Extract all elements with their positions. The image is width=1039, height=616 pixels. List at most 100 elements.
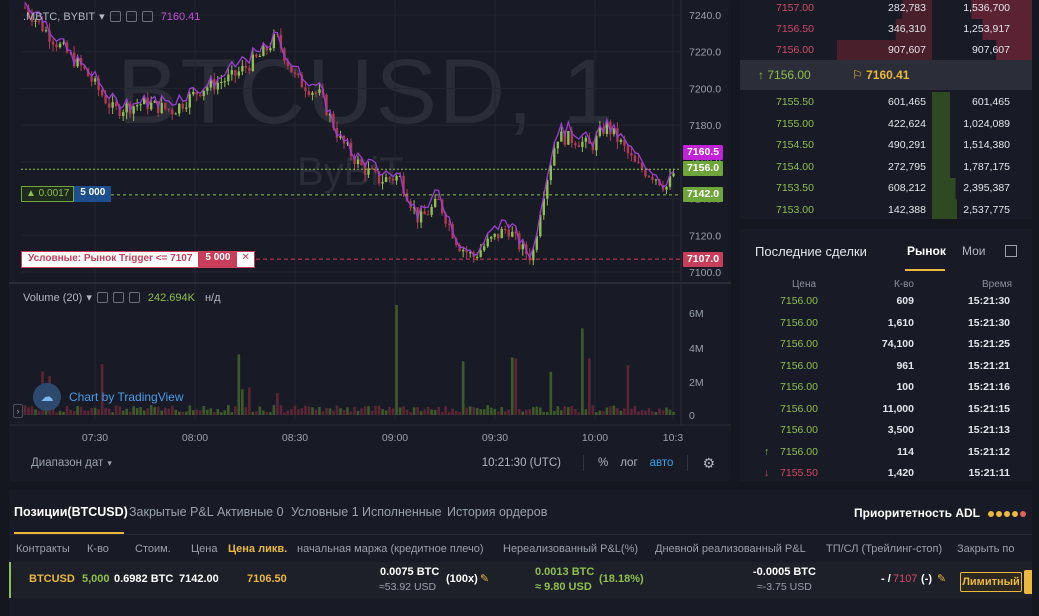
volume-bar: [409, 412, 412, 415]
close-icon[interactable]: [128, 292, 140, 303]
tab-filled-orders[interactable]: Исполненные: [362, 505, 442, 519]
trade-qty: 74,100: [881, 338, 914, 350]
eye-icon[interactable]: [109, 11, 121, 22]
volume-bar: [426, 406, 430, 415]
settings-icon[interactable]: [125, 11, 137, 22]
volume-bar: [27, 407, 30, 415]
candle-body: [454, 238, 458, 245]
eye-icon[interactable]: [96, 292, 108, 303]
trade-row: ↑ 7156.00 114 15:21:12: [740, 442, 1032, 464]
volume-bar: [482, 409, 486, 415]
candle-body: [234, 70, 237, 76]
price-axis-tick: 7200.0: [689, 83, 721, 95]
edit-icon[interactable]: ✎: [480, 573, 490, 585]
position-row[interactable]: [9, 562, 1032, 598]
volume-bar: [234, 406, 237, 415]
adl-dot: [1020, 511, 1026, 517]
candle-body: [514, 231, 517, 234]
order-book-bid-row[interactable]: 7153.50 608,212 2,395,387: [740, 178, 1032, 199]
candle-body: [332, 113, 335, 129]
settings-icon[interactable]: [112, 292, 124, 303]
divider: [687, 455, 689, 471]
price-chart[interactable]: 7240.07220.07200.07180.07160.07140.07120…: [9, 0, 731, 450]
volume-bar: [546, 412, 549, 415]
tradingview-logo-icon: ☁: [33, 383, 61, 411]
gear-icon[interactable]: ⚙: [702, 454, 715, 471]
recent-trades-panel: Последние сделки Рынок Мои Цена К-во Вре…: [740, 229, 1032, 481]
tab-conditional-orders[interactable]: Условные 1: [291, 505, 359, 519]
close-icon[interactable]: [141, 11, 153, 22]
order-book-bid-row[interactable]: 7154.50 490,291 1,514,380: [740, 135, 1032, 156]
log-scale-toggle[interactable]: лог: [620, 457, 638, 469]
close-limit-button[interactable]: Лимитный: [960, 572, 1022, 592]
close-icon[interactable]: ✕: [236, 251, 255, 268]
volume-axis-tick: 0: [689, 410, 695, 422]
candle-body: [570, 130, 574, 143]
volume-bar: [258, 406, 262, 415]
position-margin: 0.0075 BTC: [380, 566, 440, 578]
volume-bar: [62, 411, 65, 415]
auto-scale-toggle[interactable]: авто: [649, 457, 674, 469]
chevron-down-icon[interactable]: ▾: [99, 11, 105, 23]
tradingview-badge[interactable]: ☁ Chart by TradingView: [33, 383, 184, 411]
volume-bar: [328, 408, 332, 415]
volume-bar: [181, 411, 185, 415]
order-book-ask-row[interactable]: 7157.00 282,783 1,536,700: [740, 0, 1032, 19]
ask-size-bar: [895, 19, 932, 40]
candle-body: [90, 76, 93, 82]
candle-body: [199, 94, 202, 97]
position-leverage[interactable]: (100x): [446, 573, 478, 585]
tab-closed-pnl[interactable]: Закрытые P&L: [129, 505, 214, 519]
date-range-button[interactable]: Диапазон дат: [31, 457, 104, 469]
chevron-down-icon[interactable]: ▾: [107, 457, 112, 468]
ask-depth-bar: [982, 19, 1032, 40]
candle-body: [626, 145, 630, 154]
column-header-liq-price: Цена ликв.: [228, 543, 288, 555]
tab-my-trades[interactable]: Мои: [962, 244, 986, 258]
volume-bar: [216, 409, 220, 415]
candle-body: [447, 223, 451, 225]
candle-body: [511, 231, 514, 237]
expand-icon[interactable]: [1005, 245, 1017, 257]
tab-active-orders[interactable]: Активные 0: [217, 505, 284, 519]
order-book-bid-row[interactable]: 7155.50 601,465 601,465: [740, 92, 1032, 113]
order-book-ask-row[interactable]: 7156.00 907,607 907,607: [740, 40, 1032, 61]
candle-body: [423, 211, 426, 215]
chart-panel[interactable]: BTCUSD, 1 ByBiT 7240.0 7220.0 7200.0 7180.0…: [9, 0, 731, 481]
position-contract[interactable]: BTCUSD: [29, 573, 75, 585]
tab-positions[interactable]: Позиции(BTCUSD): [14, 505, 128, 519]
volume-bar: [353, 406, 356, 415]
volume-bar: [188, 405, 192, 415]
order-book-bid-row[interactable]: 7153.00 142,388 2,537,775: [740, 200, 1032, 220]
volume-bar: [584, 409, 588, 415]
chart-legend-value: 7160.41: [160, 10, 201, 23]
candle-body: [542, 198, 545, 216]
candle-body: [342, 135, 346, 144]
volume-bar: [538, 407, 542, 415]
position-tag[interactable]: ▲ 0.0017 5 000: [21, 186, 112, 202]
volume-bar: [419, 411, 423, 415]
order-book-bid-row[interactable]: 7155.00 422,624 1,024,089: [740, 114, 1032, 135]
bid-depth-bar: [932, 92, 950, 114]
close-market-button[interactable]: [1024, 570, 1032, 594]
chevron-down-icon[interactable]: ▾: [86, 292, 92, 304]
volume-bar: [72, 411, 76, 415]
candle-body: [328, 113, 332, 116]
candle-body: [55, 44, 58, 48]
trade-row: 7156.00 609 15:21:30: [740, 291, 1032, 313]
tab-market[interactable]: Рынок: [907, 244, 946, 258]
tab-order-history[interactable]: История ордеров: [447, 505, 548, 519]
order-book-bid-row[interactable]: 7154.00 272,795 1,787,175: [740, 157, 1032, 178]
percent-scale-toggle[interactable]: %: [597, 457, 609, 469]
candle-body: [416, 207, 419, 223]
chevron-right-icon[interactable]: ›: [13, 404, 23, 418]
volume-bar: [283, 412, 286, 415]
order-book-ask-row[interactable]: 7156.50 346,310 1,253,917: [740, 19, 1032, 40]
candle-body: [174, 113, 177, 115]
time-axis-tick: 09:30: [482, 432, 508, 444]
conditional-order-tag[interactable]: Условные: Рынок Trigger <= 7107 5 000 ✕: [21, 251, 255, 268]
tradingview-link[interactable]: Chart by TradingView: [69, 390, 184, 404]
volume-bar: [623, 408, 626, 415]
edit-icon[interactable]: ✎: [937, 573, 947, 585]
volume-bar: [567, 407, 570, 415]
